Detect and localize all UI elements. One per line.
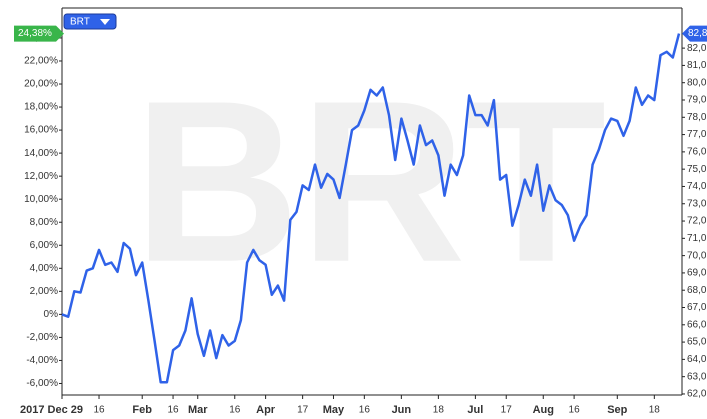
x-tick-label: 16 [93,405,105,416]
y-tick-label: 8,00% [30,217,58,228]
y2-tick-label: 66,0 [687,319,707,330]
y2-tick-label: 80,0 [687,77,707,88]
y-tick-label: 18,00% [24,102,58,113]
y2-tick-label: 67,0 [687,302,707,313]
legend-label: BRT [70,17,90,28]
x-tick-label: 17 [501,405,513,416]
y-tick-label: -6,00% [26,378,58,389]
y-tick-label: 2,00% [30,286,58,297]
legend-box [63,13,117,30]
x-tick-label: 18 [649,405,661,416]
y2-tick-label: 81,0 [687,60,707,71]
right-badge-label: 82,8 [688,28,707,39]
x-tick-label: 2017 Dec 29 [20,404,83,416]
x-tick-label: Jul [467,404,483,416]
y2-tick-label: 76,0 [687,147,707,158]
x-tick-label: 16 [359,405,371,416]
x-tick-label: Aug [533,404,554,416]
y2-tick-label: 69,0 [687,268,707,279]
x-tick-label: Feb [132,404,152,416]
y2-tick-label: 64,0 [687,354,707,365]
y-tick-label: -2,00% [26,332,58,343]
x-tick-label: 18 [433,405,445,416]
y-tick-label: -4,00% [26,355,58,366]
y2-tick-label: 70,0 [687,250,707,261]
x-tick-label: Apr [256,404,276,416]
x-tick-label: Mar [188,404,208,416]
y2-tick-label: 78,0 [687,112,707,123]
y2-tick-label: 75,0 [687,164,707,175]
y2-tick-label: 71,0 [687,233,707,244]
x-tick-label: 17 [297,405,309,416]
y-tick-label: 22,00% [24,56,58,67]
right-badge [682,25,707,42]
y2-tick-label: 79,0 [687,95,707,106]
y-tick-label: 10,00% [24,194,58,205]
x-tick-label: May [323,404,345,416]
y2-tick-label: 72,0 [687,216,707,227]
y-tick-label: 14,00% [24,148,58,159]
y2-tick-label: 65,0 [687,337,707,348]
y-tick-label: 0% [44,309,59,320]
legend-arrow [100,19,110,25]
x-tick-label: Sep [607,404,627,416]
x-tick-label: Jun [392,404,412,416]
y2-tick-label: 82,0 [687,43,707,54]
y-tick-label: 16,00% [24,125,58,136]
y2-tick-label: 62,0 [687,389,707,400]
x-tick-label: 16 [167,405,179,416]
y2-tick-label: 77,0 [687,129,707,140]
y-tick-label: 6,00% [30,240,58,251]
y2-tick-label: 73,0 [687,198,707,209]
y-tick-label: 12,00% [24,171,58,182]
y-tick-label: 4,00% [30,263,58,274]
y2-tick-label: 63,0 [687,371,707,382]
x-tick-label: 16 [229,405,241,416]
y2-tick-label: 68,0 [687,285,707,296]
y-tick-label: 20,00% [24,79,58,90]
left-badge-label: 24,38% [18,28,52,39]
y2-tick-label: 74,0 [687,181,707,192]
x-tick-label: 16 [569,405,581,416]
price-line [61,33,681,384]
left-badge [14,25,64,42]
